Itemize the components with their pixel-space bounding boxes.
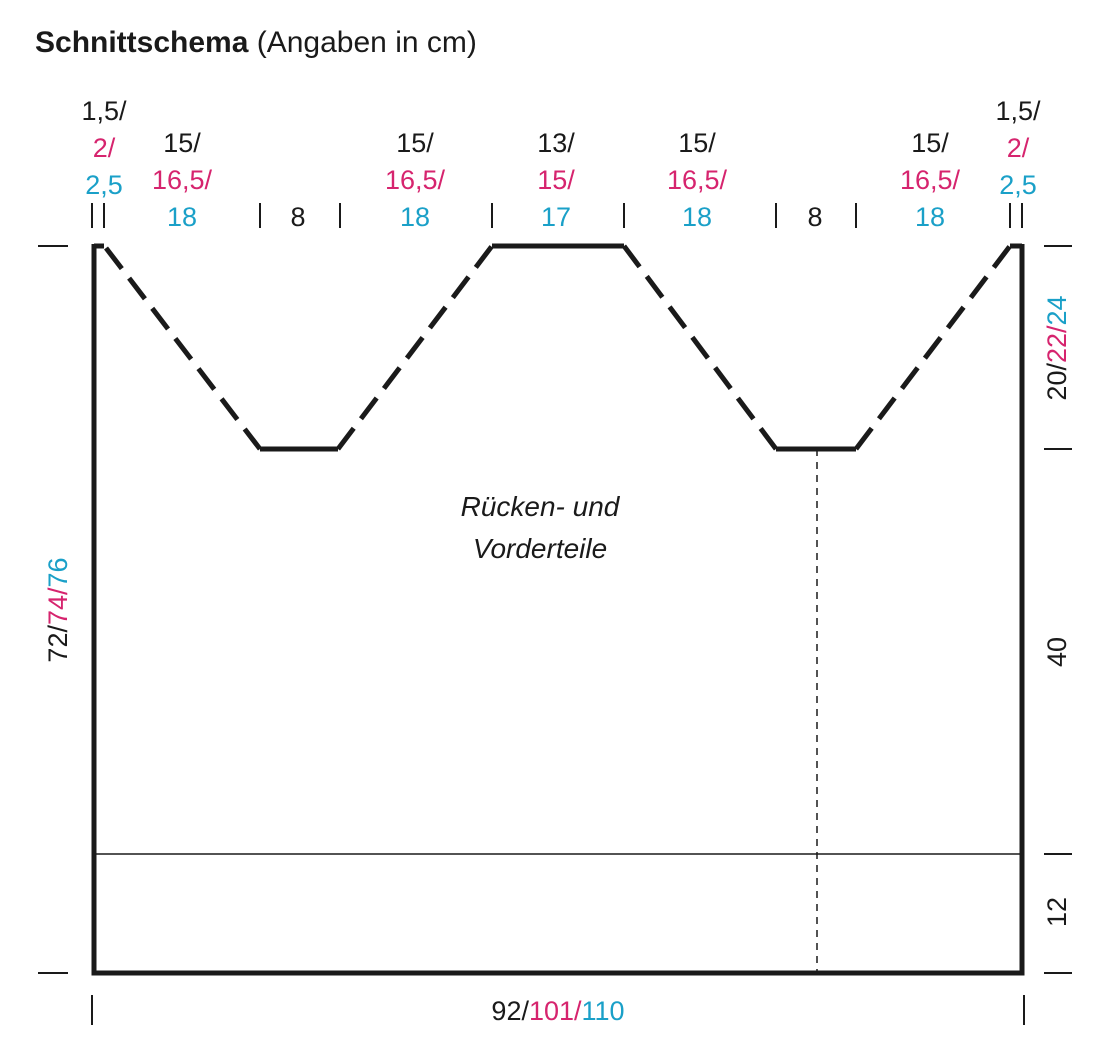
right-measure: 20/22/24	[1042, 295, 1072, 400]
top-measure: 2,5	[85, 170, 123, 200]
piece-label: Vorderteile	[473, 533, 607, 564]
top-measure: 15/	[911, 128, 949, 158]
top-measure: 1,5/	[81, 96, 127, 126]
solid-edges	[91, 243, 1025, 976]
measure-part: 22/	[1042, 325, 1072, 363]
top-measure: 18	[915, 202, 945, 232]
top-measure: 15/	[537, 165, 575, 195]
top-measure: 16,5/	[152, 165, 213, 195]
top-measure: 2/	[1007, 133, 1030, 163]
measure-part: 40	[1042, 637, 1072, 667]
right-measure: 12	[1042, 897, 1072, 927]
top-measure: 8	[290, 202, 305, 232]
right-measure: 40	[1042, 637, 1072, 667]
top-measure: 15/	[163, 128, 201, 158]
measure-part: 101/	[529, 996, 582, 1026]
measure-part: 12	[1042, 897, 1072, 927]
measure-part: 110	[582, 996, 625, 1026]
measure-part: 20/	[1042, 363, 1072, 401]
measure-part: 76	[43, 557, 73, 587]
top-measure: 15/	[678, 128, 716, 158]
top-measure: 16,5/	[900, 165, 961, 195]
ticks	[38, 203, 1072, 1025]
top-measure: 8	[807, 202, 822, 232]
top-measure: 18	[400, 202, 430, 232]
outline	[91, 243, 1025, 976]
title: Schnittschema	[35, 26, 249, 59]
measure-part: 24	[1042, 295, 1072, 325]
measure-part: 72/	[43, 625, 73, 663]
top-measure: 16,5/	[385, 165, 446, 195]
top-measure: 13/	[537, 128, 575, 158]
top-measure: 2,5	[999, 170, 1037, 200]
top-measure: 2/	[93, 133, 116, 163]
top-measure: 18	[167, 202, 197, 232]
subtitle: (Angaben in cm)	[257, 26, 477, 59]
top-measure: 1,5/	[995, 96, 1041, 126]
measure-part: 74/	[43, 587, 73, 625]
neckline-dashed	[104, 244, 1012, 451]
left-measure: 72/74/76	[43, 557, 73, 662]
top-measure: 17	[541, 202, 571, 232]
top-measure: 18	[682, 202, 712, 232]
bottom-measure: 92/101/110	[491, 996, 624, 1026]
top-measure: 16,5/	[667, 165, 728, 195]
measure-part: 92/	[491, 996, 529, 1026]
measure-ticks	[38, 203, 1072, 1025]
title-line: Schnittschema (Angaben in cm)	[35, 26, 477, 59]
piece-label: Rücken- und	[461, 491, 621, 522]
top-measure: 15/	[396, 128, 434, 158]
